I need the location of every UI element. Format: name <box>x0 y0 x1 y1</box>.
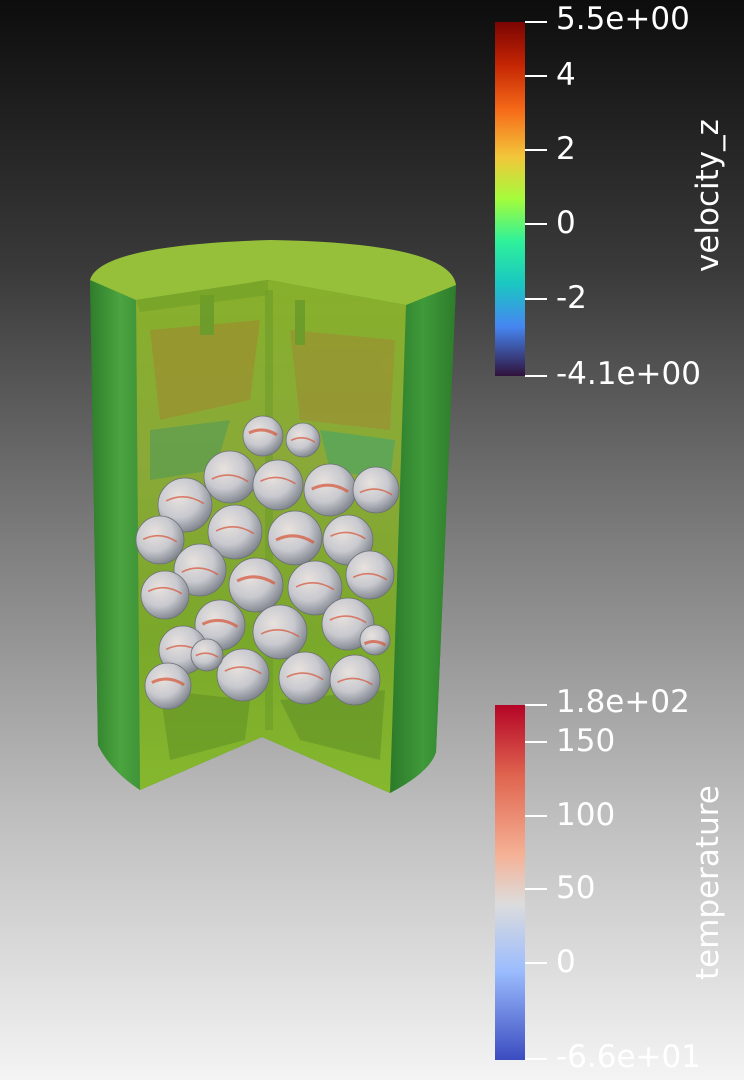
temperature-title: temperature <box>690 785 726 980</box>
cylinder-top <box>90 240 456 305</box>
sphere <box>173 543 227 597</box>
sphere-temperature-streak <box>224 666 262 675</box>
sphere <box>140 570 190 620</box>
sphere-temperature-streak <box>359 488 393 496</box>
temperature-max-label: 1.8e+02 <box>556 684 690 720</box>
sphere <box>216 648 270 702</box>
velocity-max-label: 5.5e+00 <box>556 1 690 37</box>
sphere <box>252 459 304 511</box>
sphere-temperature-streak <box>286 672 324 681</box>
sphere <box>285 422 321 458</box>
sphere-temperature-streak <box>201 619 239 629</box>
cylinder-shell-left <box>90 280 140 790</box>
sphere <box>267 510 323 566</box>
sphere <box>352 466 400 514</box>
velocity-colorbar <box>495 22 525 376</box>
sphere <box>345 550 395 600</box>
tick <box>525 1058 547 1060</box>
sphere-temperature-streak <box>151 677 185 687</box>
tick <box>525 75 547 77</box>
sphere-temperature-streak <box>260 629 300 638</box>
sphere-temperature-streak <box>195 652 219 658</box>
sphere-temperature-streak <box>147 587 183 595</box>
sphere <box>228 557 284 613</box>
sphere <box>203 450 257 504</box>
tick <box>525 149 547 151</box>
velocity-tick-label: 2 <box>556 131 576 167</box>
tick <box>525 815 547 817</box>
sphere <box>252 604 308 660</box>
sphere-temperature-streak <box>363 640 387 647</box>
sphere-temperature-streak <box>236 575 276 585</box>
sphere <box>278 651 332 705</box>
sphere-temperature-streak <box>295 582 335 591</box>
sphere-temperature-streak <box>311 483 350 493</box>
temperature-tick-label: 0 <box>556 944 576 980</box>
sphere-temperature-streak <box>290 437 316 443</box>
velocity-min-label: -4.1e+00 <box>556 356 701 392</box>
sphere <box>329 654 381 706</box>
sphere-temperature-streak <box>248 428 278 437</box>
sphere-temperature-streak <box>275 534 315 544</box>
tick <box>525 298 547 300</box>
sphere-temperature-streak <box>352 573 388 581</box>
sphere-temperature-streak <box>215 526 255 535</box>
tick <box>525 888 547 890</box>
velocity-title: velocity_z <box>690 119 726 272</box>
sphere <box>144 662 192 710</box>
cylinder-shell-right <box>390 285 456 793</box>
tick <box>525 223 547 225</box>
sphere <box>190 638 224 672</box>
tick <box>525 962 547 964</box>
tick <box>525 741 547 743</box>
velocity-tick-label: 0 <box>556 205 576 241</box>
temperature-tick-label: 150 <box>556 723 616 759</box>
temperature-tick-label: 100 <box>556 797 616 833</box>
sphere-temperature-streak <box>181 567 219 576</box>
sphere <box>135 515 185 565</box>
sphere <box>207 504 263 560</box>
sphere-temperature-streak <box>330 531 366 540</box>
sphere-temperature-streak <box>337 677 373 686</box>
sphere-temperature-streak <box>165 496 205 505</box>
velocity-tick-label: -2 <box>556 280 587 316</box>
tick <box>525 21 547 23</box>
velocity-tick-label: 4 <box>556 57 576 93</box>
sphere-temperature-streak <box>260 476 296 485</box>
tick <box>525 375 547 377</box>
sphere-temperature-streak <box>211 474 249 483</box>
sphere-packing <box>135 415 400 710</box>
temperature-tick-label: 50 <box>556 870 596 906</box>
sphere <box>287 560 343 616</box>
sphere <box>242 415 284 457</box>
sphere-temperature-streak <box>142 535 178 543</box>
temperature-min-label: -6.6e+01 <box>556 1039 701 1075</box>
tick <box>525 704 547 706</box>
temperature-colorbar <box>495 705 525 1060</box>
sphere-temperature-streak <box>329 615 367 624</box>
